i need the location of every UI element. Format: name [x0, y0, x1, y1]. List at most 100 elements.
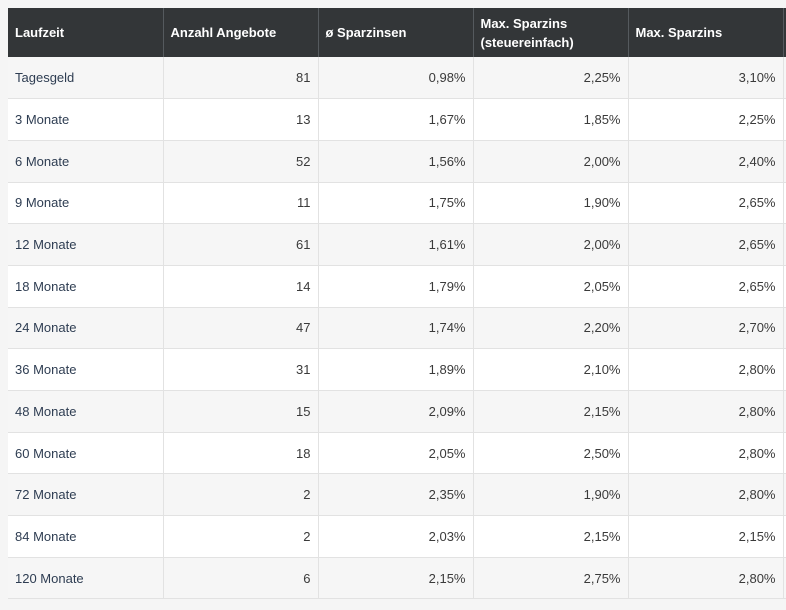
- cell-overflow: [783, 265, 786, 308]
- cell-max-sparzins: 2,80%: [628, 432, 784, 475]
- cell-max-sparzins-steuereinfach: 2,15%: [473, 515, 629, 558]
- cell-avg-sparzinsen: 1,56%: [318, 140, 474, 183]
- table-row: 84 Monate 2 2,03% 2,15% 2,15%: [8, 515, 786, 558]
- cell-anzahl-angebote: 52: [163, 140, 319, 183]
- cell-avg-sparzinsen: 0,98%: [318, 57, 474, 100]
- cell-laufzeit: 60 Monate: [8, 432, 164, 475]
- table-row: Tagesgeld 81 0,98% 2,25% 3,10%: [8, 57, 786, 100]
- cell-anzahl-angebote: 47: [163, 307, 319, 350]
- cell-overflow: [783, 182, 786, 225]
- cell-max-sparzins: 3,10%: [628, 57, 784, 100]
- header-overflow-column: [783, 8, 786, 57]
- cell-laufzeit: 72 Monate: [8, 473, 164, 517]
- table-row: 12 Monate 61 1,61% 2,00% 2,65%: [8, 223, 786, 266]
- cell-anzahl-angebote: 14: [163, 265, 319, 308]
- cell-avg-sparzinsen: 1,61%: [318, 223, 474, 266]
- cell-max-sparzins-steuereinfach: 2,20%: [473, 307, 629, 350]
- cell-laufzeit: 84 Monate: [8, 515, 164, 558]
- cell-laufzeit: 6 Monate: [8, 140, 164, 183]
- table-row: 6 Monate 52 1,56% 2,00% 2,40%: [8, 140, 786, 183]
- cell-anzahl-angebote: 11: [163, 182, 319, 225]
- table-row: 48 Monate 15 2,09% 2,15% 2,80%: [8, 390, 786, 433]
- cell-overflow: [783, 307, 786, 350]
- cell-avg-sparzinsen: 1,74%: [318, 307, 474, 350]
- table-header: Laufzeit Anzahl Angebote ø Sparzinsen Ma…: [8, 8, 786, 57]
- cell-max-sparzins-steuereinfach: 2,00%: [473, 223, 629, 266]
- cell-anzahl-angebote: 61: [163, 223, 319, 266]
- cell-overflow: [783, 515, 786, 558]
- cell-max-sparzins: 2,40%: [628, 140, 784, 183]
- cell-avg-sparzinsen: 1,79%: [318, 265, 474, 308]
- header-avg-sparzinsen[interactable]: ø Sparzinsen: [318, 8, 474, 57]
- table-body: Tagesgeld 81 0,98% 2,25% 3,10% 3 Monate 13 1,67…: [8, 57, 786, 599]
- cell-overflow: [783, 98, 786, 141]
- cell-max-sparzins: 2,80%: [628, 390, 784, 433]
- header-max-sparzins-steuereinfach[interactable]: Max. Sparzins (steuereinfach): [473, 8, 629, 57]
- table-row: 60 Monate 18 2,05% 2,50% 2,80%: [8, 432, 786, 475]
- table-row: 18 Monate 14 1,79% 2,05% 2,65%: [8, 265, 786, 308]
- cell-laufzeit: 120 Monate: [8, 557, 164, 599]
- table-row: 72 Monate 2 2,35% 1,90% 2,80%: [8, 473, 786, 517]
- cell-laufzeit: 12 Monate: [8, 223, 164, 266]
- cell-overflow: [783, 390, 786, 433]
- cell-anzahl-angebote: 2: [163, 473, 319, 517]
- cell-anzahl-angebote: 13: [163, 98, 319, 141]
- cell-laufzeit: 3 Monate: [8, 98, 164, 141]
- cell-max-sparzins-steuereinfach: 2,00%: [473, 140, 629, 183]
- header-anzahl-angebote[interactable]: Anzahl Angebote: [163, 8, 319, 57]
- cell-overflow: [783, 57, 786, 100]
- cell-avg-sparzinsen: 1,75%: [318, 182, 474, 225]
- cell-max-sparzins-steuereinfach: 2,75%: [473, 557, 629, 599]
- table-row: 36 Monate 31 1,89% 2,10% 2,80%: [8, 348, 786, 391]
- interest-rate-table-container: Laufzeit Anzahl Angebote ø Sparzinsen Ma…: [8, 8, 786, 599]
- header-max-sparzins[interactable]: Max. Sparzins: [628, 8, 784, 57]
- cell-avg-sparzinsen: 2,15%: [318, 557, 474, 599]
- cell-overflow: [783, 432, 786, 475]
- cell-overflow: [783, 473, 786, 517]
- cell-max-sparzins-steuereinfach: 2,10%: [473, 348, 629, 391]
- cell-avg-sparzinsen: 1,67%: [318, 98, 474, 141]
- cell-avg-sparzinsen: 1,89%: [318, 348, 474, 391]
- cell-max-sparzins-steuereinfach: 2,05%: [473, 265, 629, 308]
- cell-overflow: [783, 140, 786, 183]
- cell-max-sparzins: 2,65%: [628, 182, 784, 225]
- cell-max-sparzins-steuereinfach: 2,50%: [473, 432, 629, 475]
- cell-overflow: [783, 223, 786, 266]
- cell-avg-sparzinsen: 2,35%: [318, 473, 474, 517]
- cell-anzahl-angebote: 2: [163, 515, 319, 558]
- table-row: 9 Monate 11 1,75% 1,90% 2,65%: [8, 182, 786, 225]
- cell-max-sparzins: 2,80%: [628, 473, 784, 517]
- cell-anzahl-angebote: 31: [163, 348, 319, 391]
- cell-overflow: [783, 348, 786, 391]
- table-row: 3 Monate 13 1,67% 1,85% 2,25%: [8, 98, 786, 141]
- cell-anzahl-angebote: 18: [163, 432, 319, 475]
- cell-max-sparzins: 2,15%: [628, 515, 784, 558]
- cell-max-sparzins-steuereinfach: 2,15%: [473, 390, 629, 433]
- cell-max-sparzins-steuereinfach: 1,90%: [473, 473, 629, 517]
- cell-avg-sparzinsen: 2,03%: [318, 515, 474, 558]
- header-laufzeit[interactable]: Laufzeit: [8, 8, 164, 57]
- cell-laufzeit: 48 Monate: [8, 390, 164, 433]
- cell-anzahl-angebote: 81: [163, 57, 319, 100]
- cell-laufzeit: 24 Monate: [8, 307, 164, 350]
- cell-anzahl-angebote: 6: [163, 557, 319, 599]
- cell-max-sparzins: 2,80%: [628, 348, 784, 391]
- cell-laufzeit: 9 Monate: [8, 182, 164, 225]
- interest-rate-table: Laufzeit Anzahl Angebote ø Sparzinsen Ma…: [8, 8, 786, 599]
- cell-max-sparzins: 2,65%: [628, 223, 784, 266]
- header-row: Laufzeit Anzahl Angebote ø Sparzinsen Ma…: [8, 8, 786, 57]
- cell-laufzeit: 36 Monate: [8, 348, 164, 391]
- cell-laufzeit: Tagesgeld: [8, 57, 164, 100]
- cell-max-sparzins-steuereinfach: 1,90%: [473, 182, 629, 225]
- table-row: 24 Monate 47 1,74% 2,20% 2,70%: [8, 307, 786, 350]
- cell-max-sparzins: 2,80%: [628, 557, 784, 599]
- cell-laufzeit: 18 Monate: [8, 265, 164, 308]
- cell-overflow: [783, 557, 786, 599]
- cell-max-sparzins: 2,70%: [628, 307, 784, 350]
- cell-avg-sparzinsen: 2,05%: [318, 432, 474, 475]
- cell-max-sparzins-steuereinfach: 2,25%: [473, 57, 629, 100]
- table-row: 120 Monate 6 2,15% 2,75% 2,80%: [8, 557, 786, 599]
- cell-max-sparzins-steuereinfach: 1,85%: [473, 98, 629, 141]
- cell-avg-sparzinsen: 2,09%: [318, 390, 474, 433]
- cell-anzahl-angebote: 15: [163, 390, 319, 433]
